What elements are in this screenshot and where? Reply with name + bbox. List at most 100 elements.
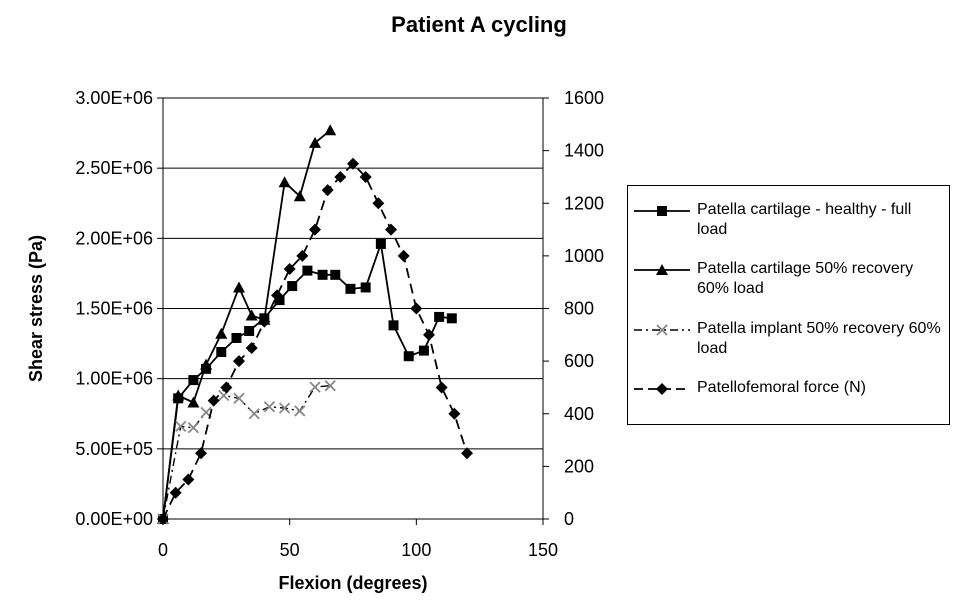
data-point-diamond: [169, 486, 182, 499]
data-point-diamond: [195, 447, 207, 460]
data-point-triangle: [187, 396, 200, 408]
series-line-2: [162, 385, 331, 520]
data-point-x: [263, 401, 276, 413]
data-point-diamond: [359, 170, 372, 183]
data-point-triangle: [233, 281, 245, 293]
legend-label: Patellofemoral force (N): [697, 379, 866, 396]
x-axis-title: Flexion (degrees): [278, 573, 427, 593]
data-point-square: [188, 375, 199, 386]
x-tick-label: 0: [158, 540, 168, 560]
y2-tick-label: 1600: [564, 88, 604, 108]
data-point-square: [244, 325, 255, 336]
data-point-x: [248, 408, 260, 420]
legend-item-force: Patellofemoral force (N): [634, 378, 944, 428]
legend-label: Patella implant 50% recovery 60% load: [697, 320, 941, 357]
legend-marker-diamond: [634, 383, 690, 395]
x-tick-label: 100: [401, 540, 431, 560]
y2-tick-label: 1400: [564, 141, 604, 161]
data-point-x: [294, 405, 306, 417]
data-point-x: [324, 380, 336, 392]
data-point-square: [345, 283, 356, 294]
data-point-square: [216, 347, 227, 358]
y-tick-label: 0.00E+00: [75, 509, 153, 529]
x-tick-label: 150: [528, 540, 558, 560]
data-point-square: [403, 351, 414, 362]
data-point-square: [418, 345, 429, 356]
y-tick-label: 2.00E+06: [75, 228, 153, 248]
legend-marker-x: [634, 324, 690, 336]
data-point-x: [233, 392, 245, 404]
data-point-diamond: [220, 381, 233, 394]
legend-item-healthy: Patella cartilage - healthy - full load: [634, 200, 944, 250]
data-point-square: [360, 282, 371, 293]
data-point-square: [330, 269, 341, 280]
chart-title: Patient A cycling: [391, 12, 567, 37]
y-axis-title: Shear stress (Pa): [26, 235, 46, 382]
x-tick-label: 50: [280, 540, 300, 560]
data-point-diamond: [347, 157, 359, 170]
data-point-square: [434, 311, 445, 322]
data-point-diamond: [182, 473, 195, 486]
data-point-x: [175, 420, 187, 433]
data-point-square: [317, 269, 328, 280]
data-point-triangle: [293, 190, 306, 202]
legend-item-implant: Patella implant 50% recovery 60% load: [634, 319, 944, 369]
chart-legend: Patella cartilage - healthy - full load …: [627, 185, 950, 425]
data-point-triangle: [245, 309, 258, 321]
data-point-diamond: [233, 355, 245, 368]
y2-tick-label: 800: [564, 299, 594, 319]
data-point-diamond: [283, 263, 296, 276]
data-point-diamond: [207, 394, 220, 407]
data-point-diamond: [410, 302, 423, 315]
data-point-diamond: [448, 407, 461, 420]
data-point-square: [302, 265, 313, 276]
series-line-3: [162, 162, 468, 520]
data-point-diamond: [309, 223, 321, 236]
data-point-diamond: [296, 249, 309, 262]
data-point-diamond: [397, 249, 410, 262]
data-point-square: [446, 313, 457, 324]
data-point-square: [388, 320, 399, 331]
y2-tick-label: 1000: [564, 246, 604, 266]
data-point-x: [309, 381, 321, 393]
y-tick-label: 2.50E+06: [75, 158, 153, 178]
data-point-diamond: [385, 223, 397, 236]
y2-tick-label: 400: [564, 404, 594, 424]
y-tick-label: 1.50E+06: [75, 299, 153, 319]
legend-label: Patella cartilage - healthy - full load: [697, 201, 912, 238]
data-point-square: [375, 238, 386, 249]
y2-tick-label: 0: [564, 509, 574, 529]
data-point-triangle: [309, 136, 321, 148]
data-point-triangle: [172, 389, 185, 401]
legend-label: Patella cartilage 50% recovery 60% load: [697, 260, 914, 297]
series-line-0: [162, 243, 452, 520]
data-point-x: [278, 402, 291, 414]
data-point-square: [287, 281, 298, 292]
legend-marker-triangle: [634, 264, 690, 275]
y-tick-label: 1.00E+06: [75, 369, 153, 389]
data-point-triangle: [215, 327, 228, 339]
data-point-diamond: [461, 447, 473, 460]
y2-tick-label: 1200: [564, 193, 604, 213]
data-point-diamond: [334, 170, 347, 183]
data-point-diamond: [423, 328, 435, 341]
data-point-square: [274, 295, 285, 306]
y-tick-label: 5.00E+05: [75, 439, 153, 459]
data-point-triangle: [324, 124, 337, 136]
y-tick-label: 3.00E+06: [75, 88, 153, 108]
data-point-x: [187, 422, 200, 434]
data-point-diamond: [271, 289, 283, 302]
y2-tick-label: 200: [564, 456, 594, 476]
legend-item-cartilage-recovery: Patella cartilage 50% recovery 60% load: [634, 259, 944, 309]
data-point-diamond: [321, 184, 334, 197]
y2-tick-label: 600: [564, 351, 594, 371]
data-point-diamond: [372, 197, 385, 210]
legend-marker-square: [634, 206, 690, 216]
data-point-square: [231, 332, 242, 343]
data-point-diamond: [435, 381, 448, 394]
series-line-1: [162, 129, 331, 520]
data-point-diamond: [157, 513, 169, 525]
data-point-triangle: [278, 176, 291, 188]
data-point-triangle: [200, 358, 213, 370]
